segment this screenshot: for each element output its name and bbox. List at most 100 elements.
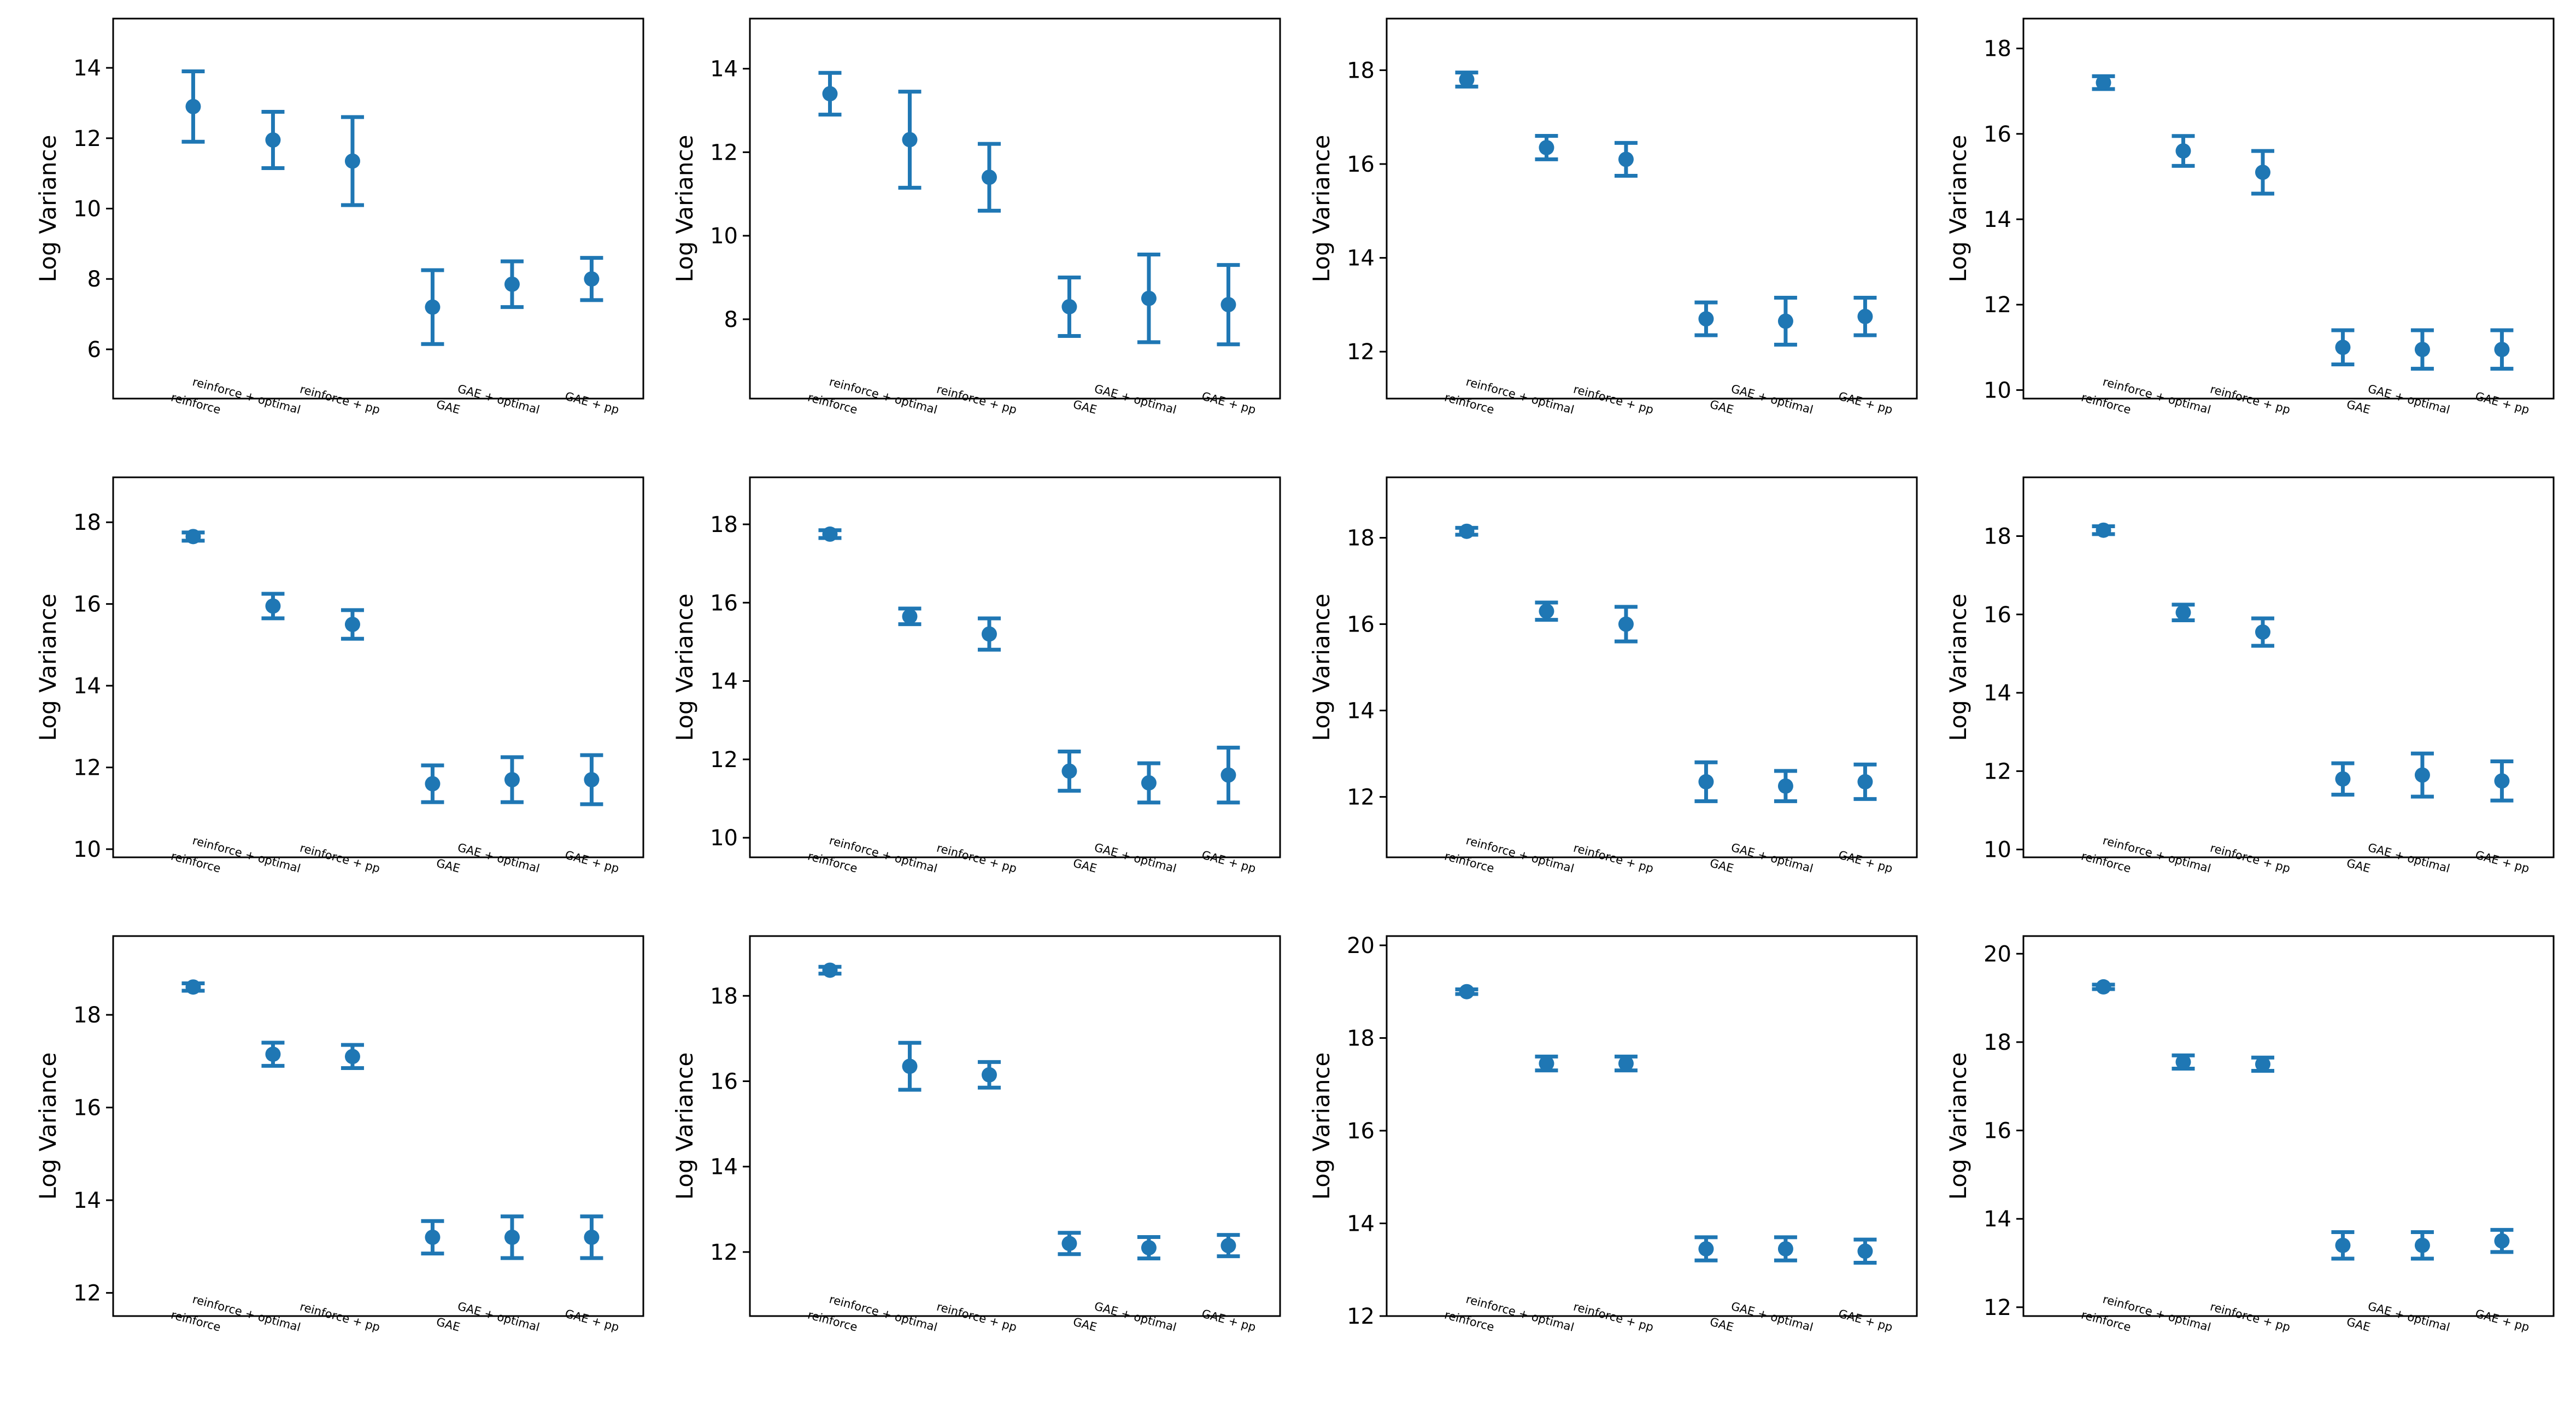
data-point — [584, 271, 600, 287]
data-point — [822, 526, 838, 542]
data-point — [2255, 1056, 2270, 1072]
data-point — [344, 153, 360, 169]
xtick-label: reinforce + pp — [935, 383, 1018, 417]
subplot-6: 10 12 14 16 18 Log Variance reinforce reinforce… — [671, 476, 1281, 875]
ytick-label: 12 — [1984, 1295, 2011, 1320]
data-point — [1141, 290, 1157, 306]
data-point — [584, 772, 600, 788]
xtick-label: reinforce + pp — [1572, 1300, 1655, 1334]
ytick-label: 14 — [710, 57, 738, 82]
ytick-label: 16 — [710, 1069, 738, 1095]
ytick-label: 14 — [710, 1155, 738, 1180]
data-point — [981, 169, 997, 185]
xtick-label: GAE — [2345, 1315, 2372, 1334]
ytick-label: 14 — [1984, 1207, 2011, 1232]
data-point — [902, 609, 918, 624]
subplot-2: 8 10 12 14 Log Variance reinforce reinforce + … — [671, 17, 1281, 417]
ytick-label: 10 — [73, 837, 101, 862]
data-point — [1459, 523, 1475, 539]
subplot-10: 12 14 16 18 Log Variance reinforce reinforce +… — [671, 935, 1281, 1334]
xtick-label: reinforce + pp — [298, 1300, 382, 1334]
xtick-label: reinforce + pp — [935, 1300, 1018, 1334]
ytick-label: 14 — [1984, 207, 2011, 232]
subplot-1: 6 8 10 12 14 Log Variance reinforce reinforce +… — [34, 17, 644, 417]
ytick-label: 12 — [710, 1240, 738, 1265]
data-point — [1141, 775, 1157, 791]
data-point — [2175, 1054, 2191, 1070]
data-point — [425, 1229, 441, 1245]
data-point — [2494, 773, 2510, 789]
ytick-label: 12 — [1347, 340, 1375, 365]
data-point — [1857, 308, 1873, 324]
ytick-label: 14 — [73, 674, 101, 699]
subplot-9: 12 14 16 18 Log Variance reinforce reinforce +… — [34, 935, 644, 1334]
data-point — [902, 1059, 918, 1074]
ytick-label: 18 — [1347, 1026, 1375, 1051]
xtick-label: GAE — [1072, 856, 1099, 875]
xtick-label: reinforce — [2080, 391, 2132, 417]
y-axis-label: Log Variance — [1308, 1053, 1335, 1200]
xtick-label: GAE + pp — [1837, 848, 1894, 875]
data-point — [2335, 1237, 2351, 1253]
data-point — [1459, 984, 1475, 999]
axes-frame — [749, 935, 1281, 1317]
xtick-label: GAE — [1072, 397, 1099, 417]
data-point — [981, 1067, 997, 1083]
subplot-8: 10 12 14 16 18 Log Variance reinforce reinforce… — [1945, 476, 2555, 875]
data-point — [2414, 767, 2430, 783]
data-point — [344, 617, 360, 633]
xtick-label: reinforce — [169, 391, 222, 417]
ytick-label: 10 — [73, 197, 101, 222]
ytick-label: 14 — [73, 1188, 101, 1213]
xtick-label: GAE + pp — [2474, 389, 2531, 416]
subplot-3: 12 14 16 18 Log Variance reinforce reinforce +… — [1308, 17, 1918, 417]
xtick-label: GAE — [2345, 397, 2372, 417]
axes-frame — [2022, 935, 2555, 1317]
ytick-label: 12 — [1347, 1304, 1375, 1329]
data-point — [1618, 1056, 1634, 1072]
data-point — [981, 626, 997, 642]
axes-frame — [749, 476, 1281, 858]
data-point — [1061, 1236, 1077, 1252]
ytick-label: 14 — [1347, 698, 1375, 723]
xtick-label: GAE + pp — [564, 389, 620, 416]
axes-frame — [2022, 17, 2555, 400]
xtick-label: GAE — [1709, 1315, 1735, 1334]
data-point — [2414, 342, 2430, 358]
data-point — [1698, 311, 1714, 327]
xtick-label: GAE — [435, 856, 462, 875]
data-point — [2414, 1237, 2430, 1253]
ytick-label: 12 — [73, 756, 101, 781]
data-point — [2494, 342, 2510, 358]
ytick-label: 10 — [1984, 378, 2011, 403]
ytick-label: 12 — [710, 747, 738, 773]
ytick-label: 12 — [73, 1281, 101, 1306]
xtick-label: GAE + pp — [1200, 848, 1257, 875]
xtick-label: GAE + pp — [564, 1307, 620, 1334]
axes-frame — [112, 935, 644, 1317]
axes-frame — [749, 17, 1281, 400]
axes-frame — [1386, 935, 1918, 1317]
subplot-11: 12 14 16 18 20 Log Variance reinforce reinforce… — [1308, 933, 1918, 1334]
xtick-label: reinforce + pp — [1572, 841, 1655, 875]
data-point — [584, 1229, 600, 1245]
ytick-label: 16 — [73, 1096, 101, 1121]
data-point — [265, 132, 281, 148]
ytick-label: 12 — [1984, 293, 2011, 318]
data-point — [1220, 1238, 1236, 1254]
ytick-label: 14 — [1984, 681, 2011, 706]
data-point — [1061, 299, 1077, 314]
ytick-label: 12 — [1347, 785, 1375, 810]
xtick-label: reinforce + pp — [298, 383, 382, 417]
xtick-label: reinforce — [169, 1308, 222, 1334]
xtick-label: GAE + pp — [564, 848, 620, 875]
y-axis-label: Log Variance — [34, 594, 61, 741]
ytick-label: 18 — [1347, 58, 1375, 83]
ytick-label: 10 — [1984, 838, 2011, 863]
data-point — [504, 1229, 520, 1245]
data-point — [2096, 522, 2111, 538]
data-point — [1220, 767, 1236, 783]
subplot-7: 12 14 16 18 Log Variance reinforce reinforce +… — [1308, 476, 1918, 875]
ytick-label: 12 — [710, 140, 738, 165]
